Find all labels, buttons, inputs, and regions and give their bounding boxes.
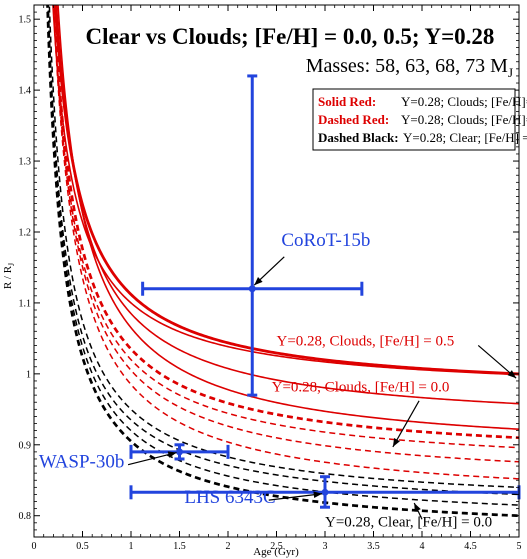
legend-text-dashed-red: Y=0.28; Clouds; [Fe/H]=0.0 [401, 112, 527, 127]
curve-solid-red-mass-73 [53, 5, 519, 376]
y-axis-label: R / RJ [2, 263, 16, 289]
legend-key-solid-red: Solid Red: [318, 94, 376, 109]
y-axis-label-sub: J [7, 263, 16, 266]
x-tick-label: 2 [226, 541, 231, 552]
y-tick-label: 0.8 [19, 511, 32, 522]
subtitle-sub: J [508, 65, 513, 80]
annotation-label-2: Y=0.28, Clear, [Fe/H] = 0.0 [325, 514, 492, 530]
curve-solid-red-mass-68 [52, 5, 519, 376]
legend-text-solid-red: Y=0.28; Clouds; [Fe/H]=0.5 [401, 94, 527, 109]
x-tick-label: 4.5 [464, 541, 477, 552]
annotation-label-5: LHS 6343C [184, 487, 275, 508]
y-tick-label: 1 [26, 369, 31, 380]
curve-dashed-red-mass-63 [52, 5, 519, 463]
annotation-arrowhead-0 [507, 370, 517, 379]
x-tick-label: 5 [517, 541, 522, 552]
data-point-corot-15b [248, 285, 256, 293]
annotation-arrow-1 [392, 400, 420, 448]
curves-layer [46, 5, 519, 518]
annotation-arrow-5 [268, 493, 323, 501]
chart-title: Clear vs Clouds; [Fe/H] = 0.0, 0.5; Y=0.… [86, 24, 495, 49]
annotation-arrowhead-5 [313, 491, 323, 498]
data-point-lhs-6343c [321, 488, 329, 496]
measurements-layer [129, 74, 521, 509]
y-tick-label: 1.1 [19, 298, 32, 309]
annotation-arrowhead-4 [167, 451, 177, 458]
subtitle-text: Masses: 58, 63, 68, 73 M [306, 55, 508, 77]
curve-dashed-red-mass-68 [52, 5, 519, 449]
x-axis-label: Age (Gyr) [253, 546, 299, 558]
legend-box [312, 88, 516, 151]
x-tick-label: 1 [129, 541, 134, 552]
legend-key-dashed-black: Dashed Black: [318, 130, 399, 145]
curve-dashed-black-mass-58 [46, 5, 519, 518]
curve-dashed-black-mass-68 [47, 5, 519, 496]
x-tick-label: 3.5 [367, 541, 380, 552]
x-tick-label: 3 [323, 541, 328, 552]
annotation-arrowhead-3 [254, 277, 263, 286]
chart-subtitle: Masses: 58, 63, 68, 73 MJ [306, 55, 513, 80]
y-axis-label-text: R / R [2, 265, 14, 289]
y-tick-label: 1.5 [19, 15, 32, 26]
curve-solid-red-mass-58 [57, 5, 519, 430]
annotation-label-1: Y=0.28, Clouds, [Fe/H] = 0.0 [272, 380, 450, 396]
y-tick-label: 1.3 [19, 157, 32, 168]
curve-dashed-red-mass-58 [52, 5, 519, 480]
annotation-label-0: Y=0.28, Clouds, [Fe/H] = 0.5 [277, 333, 455, 349]
data-point-wasp-30b [176, 448, 183, 456]
legend-key-dashed-red: Dashed Red: [318, 112, 389, 127]
annotation-arrowhead-2 [414, 503, 421, 512]
y-tick-label: 1.2 [19, 227, 32, 238]
x-tick-label: 0 [32, 541, 37, 552]
x-tick-label: 2.5 [270, 541, 283, 552]
x-tick-label: 1.5 [173, 541, 186, 552]
legend: Solid Red: Y=0.28; Clouds; [Fe/H]=0.5 Da… [312, 88, 527, 151]
x-tick-label: 4 [420, 541, 425, 552]
curve-dashed-black-mass-73 [48, 5, 519, 489]
annotation-label-4: WASP-30b [39, 451, 125, 472]
curve-dashed-black-mass-63 [47, 5, 519, 506]
annotations-layer: Y=0.28, Clouds, [Fe/H] = 0.5 Y=0.28, Clou… [39, 230, 517, 530]
y-tick-label: 0.9 [19, 440, 32, 451]
annotation-arrowhead-1 [392, 438, 400, 447]
curve-dashed-red-mass-73 [52, 5, 519, 440]
legend-text-dashed-black: Y=0.28; Clear; [Fe/H] = 0.0 [403, 130, 527, 145]
y-tick-label: 1.4 [19, 86, 32, 97]
x-tick-label: 0.5 [76, 541, 89, 552]
annotation-label-3: CoRoT-15b [281, 230, 370, 251]
